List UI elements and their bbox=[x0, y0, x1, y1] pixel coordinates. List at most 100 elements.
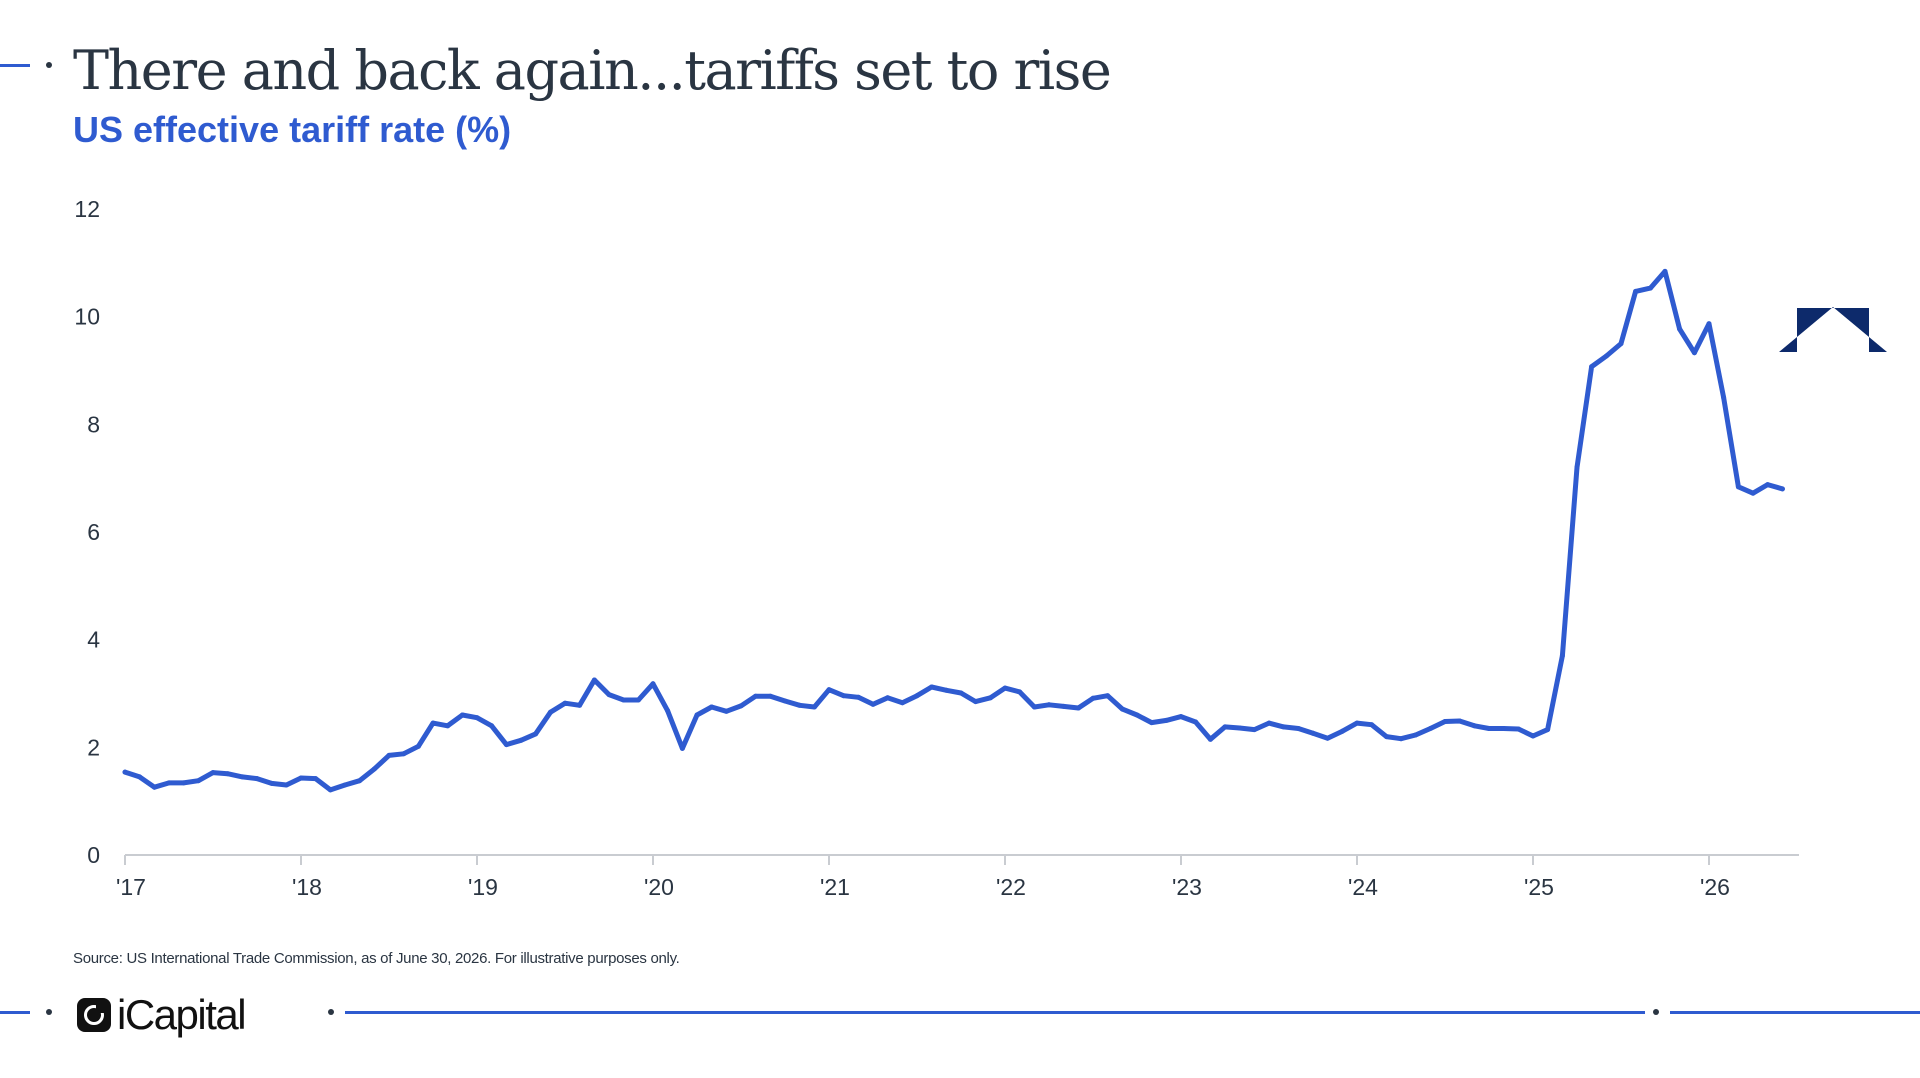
data-point bbox=[313, 776, 319, 782]
x-tick-label: '24 bbox=[1348, 874, 1378, 900]
chart-title: There and back again...tariffs set to ri… bbox=[73, 39, 1112, 102]
data-point bbox=[606, 692, 612, 698]
x-tick-label: '20 bbox=[644, 874, 674, 900]
data-point bbox=[1105, 693, 1111, 699]
data-point bbox=[430, 720, 436, 726]
y-axis-ticks: 0 2 4 6 8 10 12 bbox=[74, 196, 100, 868]
data-point bbox=[459, 712, 465, 718]
data-point bbox=[166, 780, 172, 786]
data-point bbox=[1677, 326, 1683, 332]
line-chart: 0 2 4 6 8 10 12 '17 '18 '19 '20 '21 '22 '23 '24 '25 '26… bbox=[74, 196, 1887, 900]
data-point bbox=[1501, 726, 1507, 731]
data-point bbox=[899, 700, 905, 706]
data-point bbox=[1735, 484, 1741, 490]
data-point bbox=[342, 782, 348, 788]
data-point bbox=[1251, 727, 1257, 733]
data-point bbox=[1383, 734, 1389, 740]
data-point bbox=[973, 699, 979, 705]
data-point bbox=[1691, 350, 1697, 356]
data-point bbox=[225, 771, 231, 777]
data-point bbox=[826, 687, 832, 693]
data-point bbox=[1750, 490, 1756, 496]
data-point bbox=[1002, 685, 1008, 691]
data-point bbox=[1398, 736, 1404, 742]
data-point bbox=[1310, 730, 1316, 736]
data-point bbox=[474, 715, 480, 721]
data-point bbox=[665, 708, 671, 714]
data-point bbox=[283, 782, 289, 788]
annotation-label: Section 301 bbox=[1820, 360, 1837, 449]
data-point bbox=[1163, 717, 1169, 723]
data-point bbox=[1207, 736, 1213, 742]
data-point bbox=[1354, 720, 1360, 726]
data-point bbox=[562, 700, 568, 706]
data-point bbox=[327, 787, 333, 793]
data-point bbox=[1266, 720, 1272, 726]
data-point bbox=[709, 704, 715, 710]
data-point bbox=[591, 677, 597, 683]
data-point bbox=[1603, 353, 1609, 359]
footer-rule bbox=[345, 1011, 1645, 1014]
header-dash-decoration bbox=[0, 64, 30, 67]
data-point bbox=[1486, 726, 1492, 731]
data-point bbox=[1339, 728, 1345, 734]
data-point bbox=[782, 698, 788, 704]
data-point bbox=[195, 778, 201, 784]
data-point bbox=[386, 752, 392, 758]
section-301-annotation: Section 301 bbox=[1779, 307, 1887, 449]
data-point bbox=[1589, 364, 1595, 370]
data-point bbox=[239, 774, 245, 780]
data-point bbox=[958, 690, 964, 696]
x-tick-label: '21 bbox=[820, 874, 850, 900]
data-point bbox=[269, 780, 275, 786]
data-point bbox=[635, 697, 641, 703]
data-point bbox=[1442, 719, 1448, 724]
data-point bbox=[797, 702, 803, 708]
data-point bbox=[738, 703, 744, 709]
x-tick-label: '18 bbox=[292, 874, 322, 900]
data-point bbox=[1090, 695, 1096, 701]
data-point bbox=[1237, 725, 1243, 731]
x-tick-label: '19 bbox=[468, 874, 498, 900]
data-point bbox=[841, 693, 847, 699]
logo-wordmark: iCapital bbox=[117, 991, 247, 1038]
data-point bbox=[767, 693, 773, 699]
data-point bbox=[723, 708, 729, 714]
data-point bbox=[533, 731, 539, 737]
data-point bbox=[855, 694, 861, 700]
data-point bbox=[870, 701, 876, 707]
y-tick-label: 4 bbox=[87, 627, 100, 653]
x-tick-label: '22 bbox=[996, 874, 1026, 900]
data-point bbox=[1222, 724, 1228, 730]
data-point bbox=[1647, 285, 1653, 291]
data-point bbox=[1706, 321, 1712, 327]
data-point bbox=[1325, 735, 1331, 741]
data-point bbox=[1369, 722, 1375, 728]
data-point bbox=[503, 742, 509, 748]
data-point bbox=[518, 737, 524, 743]
x-tick-label: '26 bbox=[1700, 874, 1730, 900]
data-point bbox=[929, 684, 935, 690]
data-point bbox=[1061, 703, 1067, 709]
footer-rule-2 bbox=[1670, 1011, 1920, 1014]
data-point bbox=[1119, 706, 1125, 712]
y-tick-label: 12 bbox=[74, 196, 100, 222]
data-point bbox=[1413, 732, 1419, 738]
header-dot-decoration bbox=[46, 62, 52, 68]
x-axis: '17 '18 '19 '20 '21 '22 '23 '24 '25 '26 bbox=[116, 854, 1799, 900]
data-point bbox=[1559, 653, 1565, 659]
data-point bbox=[811, 704, 817, 710]
y-tick-label: 10 bbox=[74, 304, 100, 330]
data-point bbox=[371, 766, 377, 772]
data-point bbox=[1515, 726, 1521, 732]
data-point bbox=[943, 687, 949, 693]
data-point bbox=[1471, 723, 1477, 729]
data-point bbox=[577, 702, 583, 708]
data-point bbox=[885, 695, 891, 701]
data-point bbox=[1427, 726, 1433, 731]
data-point bbox=[489, 723, 495, 729]
data-point bbox=[1721, 394, 1727, 400]
data-point bbox=[445, 723, 451, 729]
x-tick-label: '17 bbox=[116, 874, 146, 900]
footer-dash-decoration bbox=[0, 1011, 30, 1014]
